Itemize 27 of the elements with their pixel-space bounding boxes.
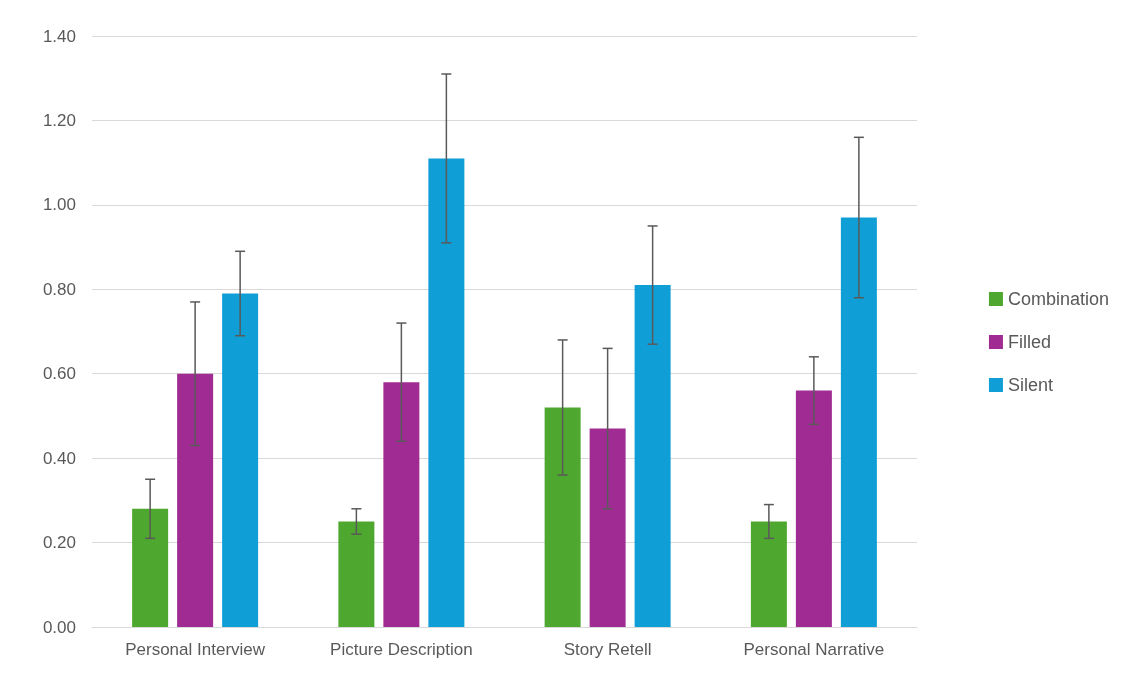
y-tick-label: 0.80 [42,279,76,299]
bar [795,390,832,627]
legend-label: Combination [1007,289,1110,309]
bar [428,158,465,627]
x-tick-label: Picture Description [330,640,473,659]
y-tick-label: 0.20 [42,533,76,553]
x-tick-label: Personal Narrative [743,640,885,659]
bar [544,407,581,627]
x-tick-label: Personal Interview [125,640,266,659]
y-tick-label: 1.40 [42,26,76,46]
bar [132,508,169,627]
legend-label: Filled [1007,332,1051,352]
bar [338,521,375,627]
y-tick-label: 0.00 [42,617,76,637]
bar [222,293,259,627]
legend-label: Silent [1007,375,1053,395]
bar [383,382,420,627]
bar [840,217,877,627]
bar [750,521,787,627]
y-tick-label: 0.60 [42,364,76,384]
bar [177,373,214,627]
bar [634,285,671,627]
y-tick-label: 1.00 [42,195,76,215]
x-tick-label: Story Retell [563,640,652,659]
bar [589,428,626,627]
y-tick-label: 0.40 [42,448,76,468]
y-tick-label: 1.20 [42,110,76,130]
